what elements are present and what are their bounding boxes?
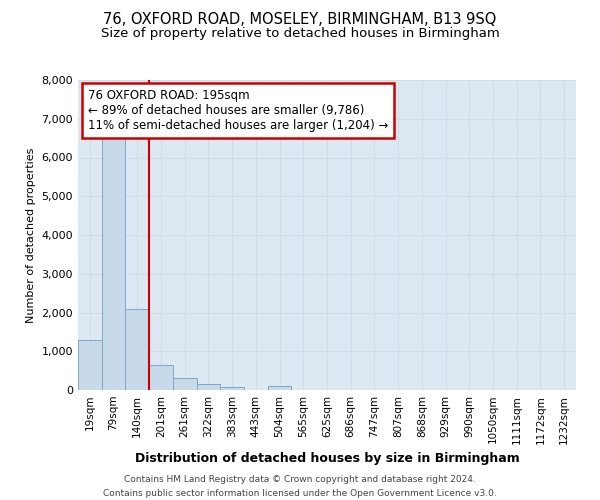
Bar bbox=[78, 340, 102, 390]
Bar bbox=[197, 384, 220, 390]
Bar bbox=[268, 386, 292, 390]
Bar bbox=[173, 378, 197, 390]
Bar bbox=[149, 365, 173, 390]
Text: 76 OXFORD ROAD: 195sqm
← 89% of detached houses are smaller (9,786)
11% of semi-: 76 OXFORD ROAD: 195sqm ← 89% of detached… bbox=[88, 90, 388, 132]
Y-axis label: Number of detached properties: Number of detached properties bbox=[26, 148, 36, 322]
Bar bbox=[102, 134, 125, 390]
Bar bbox=[125, 308, 149, 390]
Bar bbox=[220, 387, 244, 390]
Text: Size of property relative to detached houses in Birmingham: Size of property relative to detached ho… bbox=[101, 28, 499, 40]
Text: Contains HM Land Registry data © Crown copyright and database right 2024.
Contai: Contains HM Land Registry data © Crown c… bbox=[103, 476, 497, 498]
Text: 76, OXFORD ROAD, MOSELEY, BIRMINGHAM, B13 9SQ: 76, OXFORD ROAD, MOSELEY, BIRMINGHAM, B1… bbox=[103, 12, 497, 28]
X-axis label: Distribution of detached houses by size in Birmingham: Distribution of detached houses by size … bbox=[134, 452, 520, 465]
